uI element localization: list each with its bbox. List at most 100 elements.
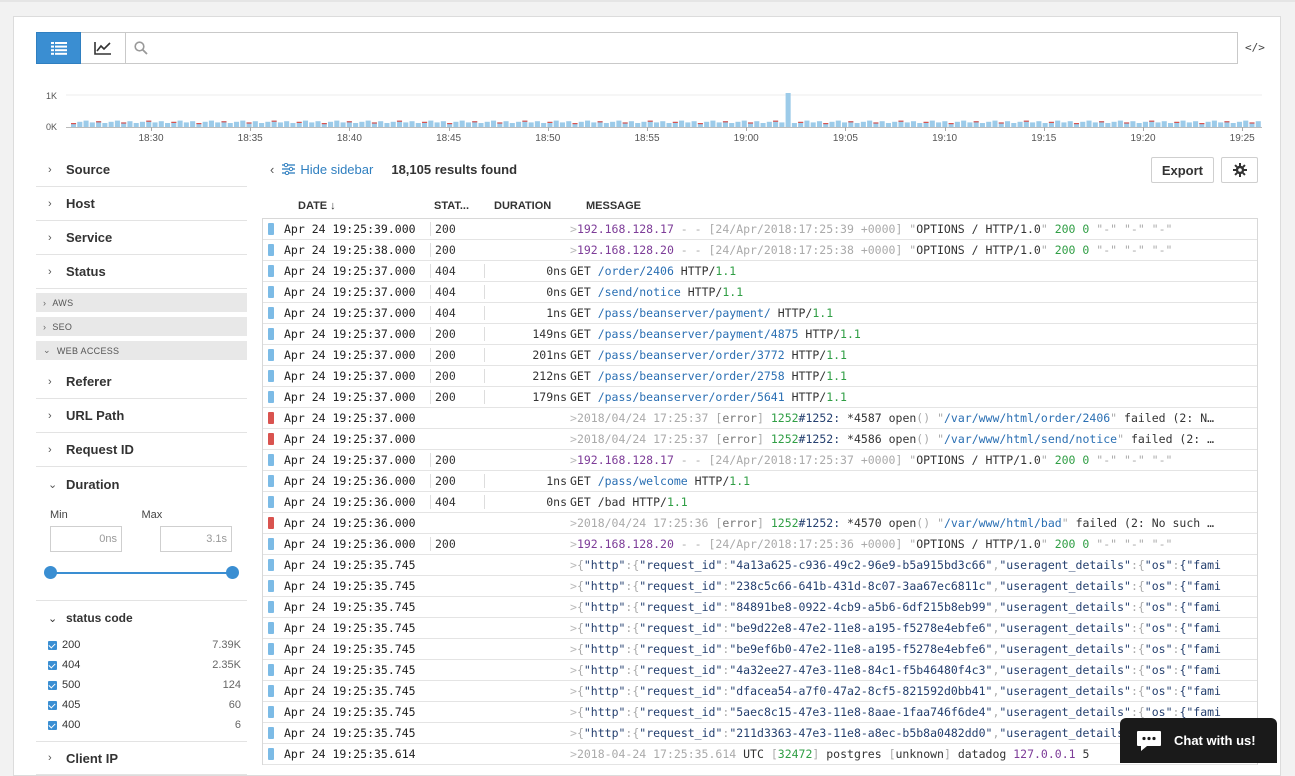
- status-code-header[interactable]: ⌄ status code: [36, 601, 247, 635]
- histogram-bar[interactable]: [1117, 120, 1123, 127]
- histogram-bar[interactable]: [77, 121, 83, 127]
- histogram-bar[interactable]: [729, 123, 735, 127]
- histogram-bar[interactable]: [1149, 120, 1155, 127]
- histogram-bar[interactable]: [754, 121, 760, 127]
- histogram-bar[interactable]: [697, 123, 703, 127]
- histogram-bar[interactable]: [252, 121, 258, 127]
- histogram-bar[interactable]: [165, 123, 171, 127]
- histogram-bar[interactable]: [221, 121, 227, 127]
- histogram-bar[interactable]: [986, 121, 992, 127]
- histogram-bar[interactable]: [660, 121, 666, 127]
- log-row[interactable]: Apr 24 19:25:37.000 200 201ns GET /pass/be…: [263, 345, 1257, 366]
- histogram-bar[interactable]: [1205, 121, 1211, 127]
- duration-max-input[interactable]: 3.1s: [160, 526, 232, 552]
- duration-min-input[interactable]: 0ns: [50, 526, 122, 552]
- histogram-bar[interactable]: [904, 122, 910, 127]
- histogram-bar[interactable]: [459, 120, 465, 127]
- log-row[interactable]: Apr 24 19:25:36.000 200 >192.168.128.20 - …: [263, 534, 1257, 555]
- log-row[interactable]: Apr 24 19:25:37.000 404 1ns GET /pass/bean…: [263, 303, 1257, 324]
- histogram-bar[interactable]: [139, 121, 146, 127]
- histogram-bar[interactable]: [465, 122, 471, 127]
- histogram-bar[interactable]: [1236, 121, 1242, 127]
- histogram-bar[interactable]: [585, 120, 591, 127]
- histogram-bar[interactable]: [259, 123, 265, 127]
- chat-widget[interactable]: Chat with us!: [1120, 718, 1277, 763]
- histogram-bar[interactable]: [89, 122, 95, 127]
- log-row[interactable]: Apr 24 19:25:35.745 >{"http":{"request_id…: [263, 702, 1257, 723]
- log-row[interactable]: Apr 24 19:25:35.745 >{"http":{"request_id…: [263, 681, 1257, 702]
- histogram-bar[interactable]: [516, 121, 522, 127]
- histogram-bar[interactable]: [685, 122, 691, 127]
- histogram-bar[interactable]: [1105, 123, 1111, 127]
- histogram-bar[interactable]: [265, 121, 271, 127]
- histogram-bar[interactable]: [422, 121, 428, 127]
- histogram-bar[interactable]: [666, 123, 672, 127]
- histogram-bar[interactable]: [96, 121, 102, 127]
- histogram-bar[interactable]: [233, 121, 240, 127]
- histogram-bar[interactable]: [522, 120, 528, 127]
- histogram-bar[interactable]: [1199, 123, 1205, 127]
- histogram-bar[interactable]: [102, 123, 108, 127]
- histogram-bar[interactable]: [591, 122, 597, 127]
- histogram-bar[interactable]: [578, 121, 584, 127]
- histogram-bar[interactable]: [296, 121, 302, 127]
- histogram-bar[interactable]: [503, 121, 509, 127]
- histogram-bar[interactable]: [497, 122, 503, 127]
- histogram-bar[interactable]: [597, 121, 603, 127]
- histogram-bar[interactable]: [196, 123, 202, 127]
- histogram-bar[interactable]: [722, 121, 728, 127]
- histogram-bar[interactable]: [83, 120, 89, 127]
- list-view-button[interactable]: [36, 32, 81, 64]
- histogram-bar[interactable]: [547, 121, 553, 127]
- log-row[interactable]: Apr 24 19:25:35.745 >{"http":{"request_id…: [263, 723, 1257, 744]
- histogram-bar[interactable]: [171, 121, 177, 127]
- histogram-bar[interactable]: [434, 122, 440, 127]
- checkbox[interactable]: [48, 660, 57, 670]
- histogram-bar[interactable]: [108, 121, 114, 127]
- histogram-bar[interactable]: [936, 122, 942, 127]
- log-row[interactable]: Apr 24 19:25:35.745 >{"http":{"request_id…: [263, 660, 1257, 681]
- duration-slider[interactable]: [44, 558, 239, 588]
- histogram-bar[interactable]: [1023, 120, 1029, 127]
- log-row[interactable]: Apr 24 19:25:36.000 404 0ns GET /bad HTTP/…: [263, 492, 1257, 513]
- histogram-bar[interactable]: [848, 121, 854, 127]
- histogram-bar[interactable]: [121, 122, 127, 127]
- log-row[interactable]: Apr 24 19:25:35.745 >{"http":{"request_id…: [263, 555, 1257, 576]
- histogram-bar[interactable]: [321, 123, 327, 127]
- search-input[interactable]: [156, 37, 1226, 59]
- column-message[interactable]: MESSAGE: [586, 199, 642, 212]
- log-row[interactable]: Apr 24 19:25:39.000 200 >192.168.128.17 - …: [263, 219, 1257, 240]
- log-row[interactable]: Apr 24 19:25:37.000 200 179ns GET /pass/be…: [263, 387, 1257, 408]
- histogram-bar[interactable]: [290, 123, 296, 127]
- log-row[interactable]: Apr 24 19:25:37.000 >2018/04/24 17:25:37 …: [263, 429, 1257, 450]
- histogram-bar[interactable]: [892, 121, 898, 127]
- code-icon[interactable]: </>: [1245, 41, 1265, 54]
- histogram-bar[interactable]: [823, 123, 829, 127]
- histogram-bar[interactable]: [152, 122, 158, 127]
- histogram-bar[interactable]: [816, 121, 823, 127]
- status-code-option[interactable]: 404 2.35K: [36, 655, 247, 675]
- log-row[interactable]: Apr 24 19:25:35.745 >{"http":{"request_id…: [263, 639, 1257, 660]
- histogram-bar[interactable]: [1067, 121, 1073, 127]
- histogram-bar[interactable]: [190, 121, 196, 127]
- histogram-bar[interactable]: [747, 122, 754, 127]
- status-code-option[interactable]: 405 60: [36, 695, 247, 715]
- histogram-bar[interactable]: [785, 93, 791, 127]
- histogram-bar[interactable]: [1011, 123, 1017, 127]
- log-row[interactable]: Apr 24 19:25:36.000 >2018/04/24 17:25:36 …: [263, 513, 1257, 534]
- histogram-bar[interactable]: [616, 120, 622, 127]
- facet-group-seo[interactable]: › SEO: [36, 317, 247, 336]
- histogram-bar[interactable]: [973, 121, 979, 127]
- facet-group-aws[interactable]: › AWS: [36, 293, 247, 312]
- histogram-bar[interactable]: [854, 123, 860, 127]
- log-row[interactable]: Apr 24 19:25:36.000 200 1ns GET /pass/welc…: [263, 471, 1257, 492]
- histogram-bar[interactable]: [559, 122, 566, 127]
- histogram-bar[interactable]: [478, 123, 484, 127]
- facet-service[interactable]: › Service: [36, 221, 247, 255]
- histogram-bar[interactable]: [867, 120, 873, 127]
- status-code-option[interactable]: 400 6: [36, 715, 247, 735]
- histogram-bar[interactable]: [208, 120, 214, 127]
- column-duration[interactable]: DURATION: [494, 199, 552, 212]
- histogram-bar[interactable]: [992, 120, 998, 127]
- log-row[interactable]: Apr 24 19:25:35.614 >2018-04-24 17:25:35.…: [263, 744, 1257, 765]
